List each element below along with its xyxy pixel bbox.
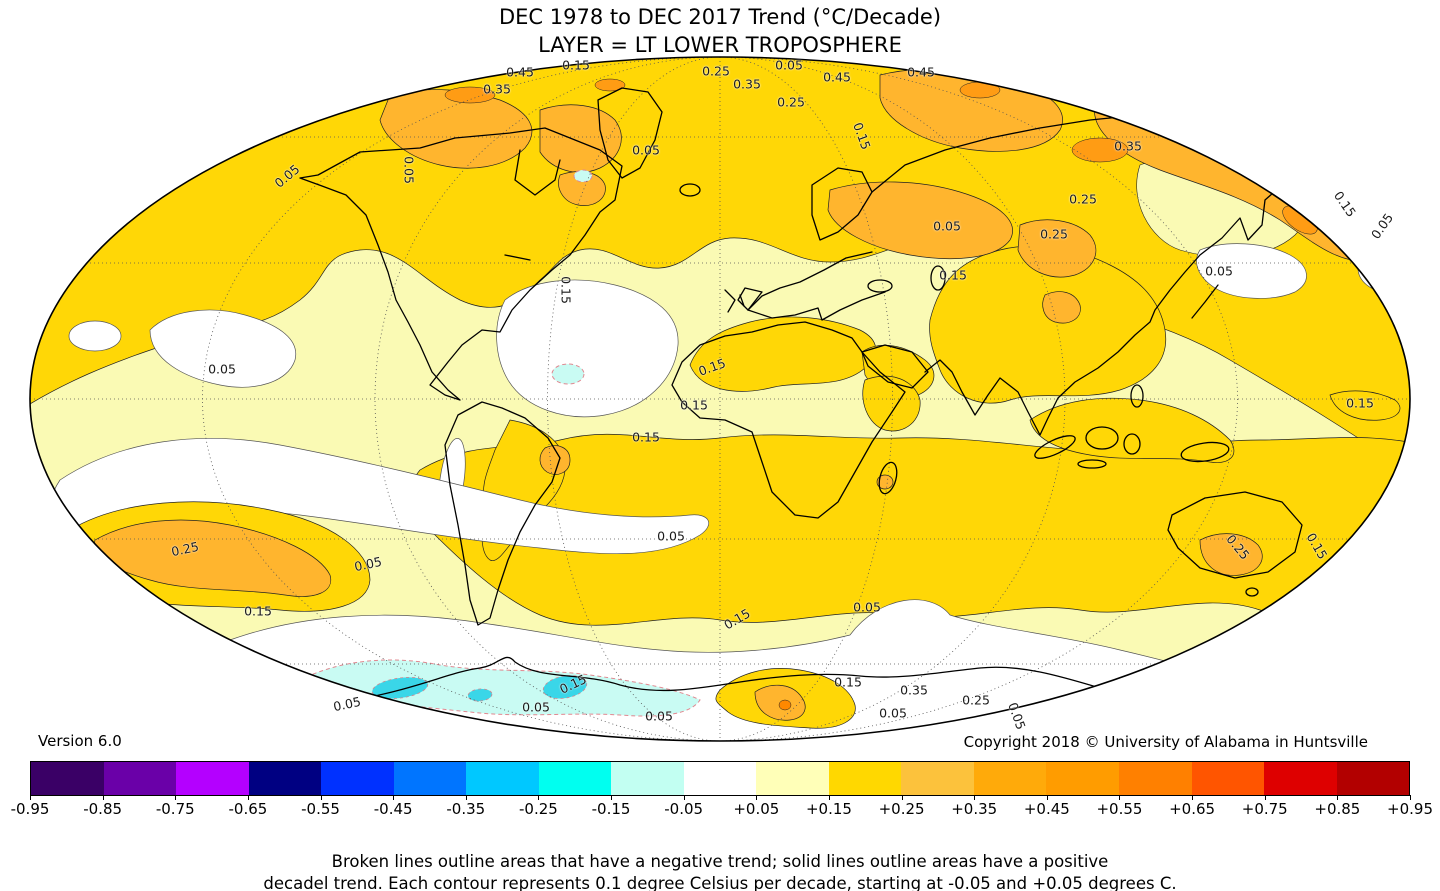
contour-label: 0.05 (645, 708, 673, 724)
contour-label: 0.15 (834, 674, 862, 690)
caption-line-1: Broken lines outline areas that have a n… (331, 852, 1109, 871)
contour-label: 0.35 (900, 682, 928, 698)
colorbar-segment (176, 762, 249, 795)
colorbar-segment (1336, 762, 1410, 795)
colorbar-segments (30, 761, 1410, 796)
contour-label: 0.25 (777, 94, 805, 110)
colorbar-segment (103, 762, 177, 795)
graticule (30, 57, 1410, 741)
contour-label: 0.35 (1114, 138, 1142, 154)
contour-label: 0.05 (632, 142, 660, 158)
contour-label: 0.15 (244, 603, 272, 619)
colorbar-segment (393, 762, 467, 795)
contour-label: 0.05 (879, 705, 907, 721)
colorbar-segment (538, 762, 612, 795)
colorbar-segment (466, 762, 539, 795)
chart-subtitle: LAYER = LT LOWER TROPOSPHERE (538, 32, 902, 57)
contour-label: 0.45 (907, 64, 935, 80)
caption-line-2: decadel trend. Each contour represents 0… (263, 873, 1177, 891)
contour-label: 0.25 (962, 692, 990, 708)
contour-label: 0.25 (702, 63, 730, 79)
figure-caption: Broken lines outline areas that have a n… (0, 851, 1440, 891)
colorbar-segment (901, 762, 974, 795)
map-outline (29, 56, 1411, 742)
contour-label: 0.15 (558, 276, 574, 304)
colorbar-segment (1264, 762, 1337, 795)
contour-label: 0.05 (1205, 263, 1233, 279)
contour-label: 0.35 (483, 81, 511, 97)
colorbar-segment (756, 762, 829, 795)
colorbar-segment (973, 762, 1047, 795)
contour-label: 0.05 (208, 361, 236, 377)
colorbar-segment (1046, 762, 1119, 795)
colorbar-segment (31, 762, 104, 795)
colorbar-segment (1118, 762, 1192, 795)
contour-label: 0.15 (1346, 395, 1374, 411)
chart-title: DEC 1978 to DEC 2017 Trend (°C/Decade) (498, 5, 942, 29)
contour-label: 0.25 (1069, 191, 1097, 207)
contour-label: 0.15 (632, 429, 660, 445)
contour-label: 0.45 (823, 69, 851, 85)
contour-label: 0.15 (562, 57, 590, 73)
chart-title-block: DEC 1978 to DEC 2017 Trend (°C/Decade) L… (0, 4, 1440, 59)
contour-label: 0.05 (933, 218, 961, 234)
contour-label: 0.05 (853, 599, 881, 615)
contour-label: 0.05 (657, 528, 685, 544)
contour-label: 0.05 (522, 699, 550, 715)
colorbar-segment (321, 762, 394, 795)
contour-label: 0.15 (939, 267, 967, 283)
coastlines (299, 87, 1339, 701)
contour-label: 0.05 (775, 57, 803, 73)
contour-label: 0.05 (401, 156, 417, 184)
colorbar-segment (611, 762, 684, 795)
colorbar-segment (1191, 762, 1265, 795)
colorbar-segment (828, 762, 902, 795)
colorbar-segment (683, 762, 757, 795)
copyright-label: Copyright 2018 © University of Alabama i… (963, 733, 1368, 751)
contour-label: 0.45 (506, 64, 534, 80)
version-label: Version 6.0 (38, 732, 122, 750)
colorbar-segment (248, 762, 322, 795)
contour-label: 0.15 (680, 397, 708, 413)
contour-label: 0.25 (1040, 226, 1068, 242)
contour-label: 0.35 (733, 76, 761, 92)
